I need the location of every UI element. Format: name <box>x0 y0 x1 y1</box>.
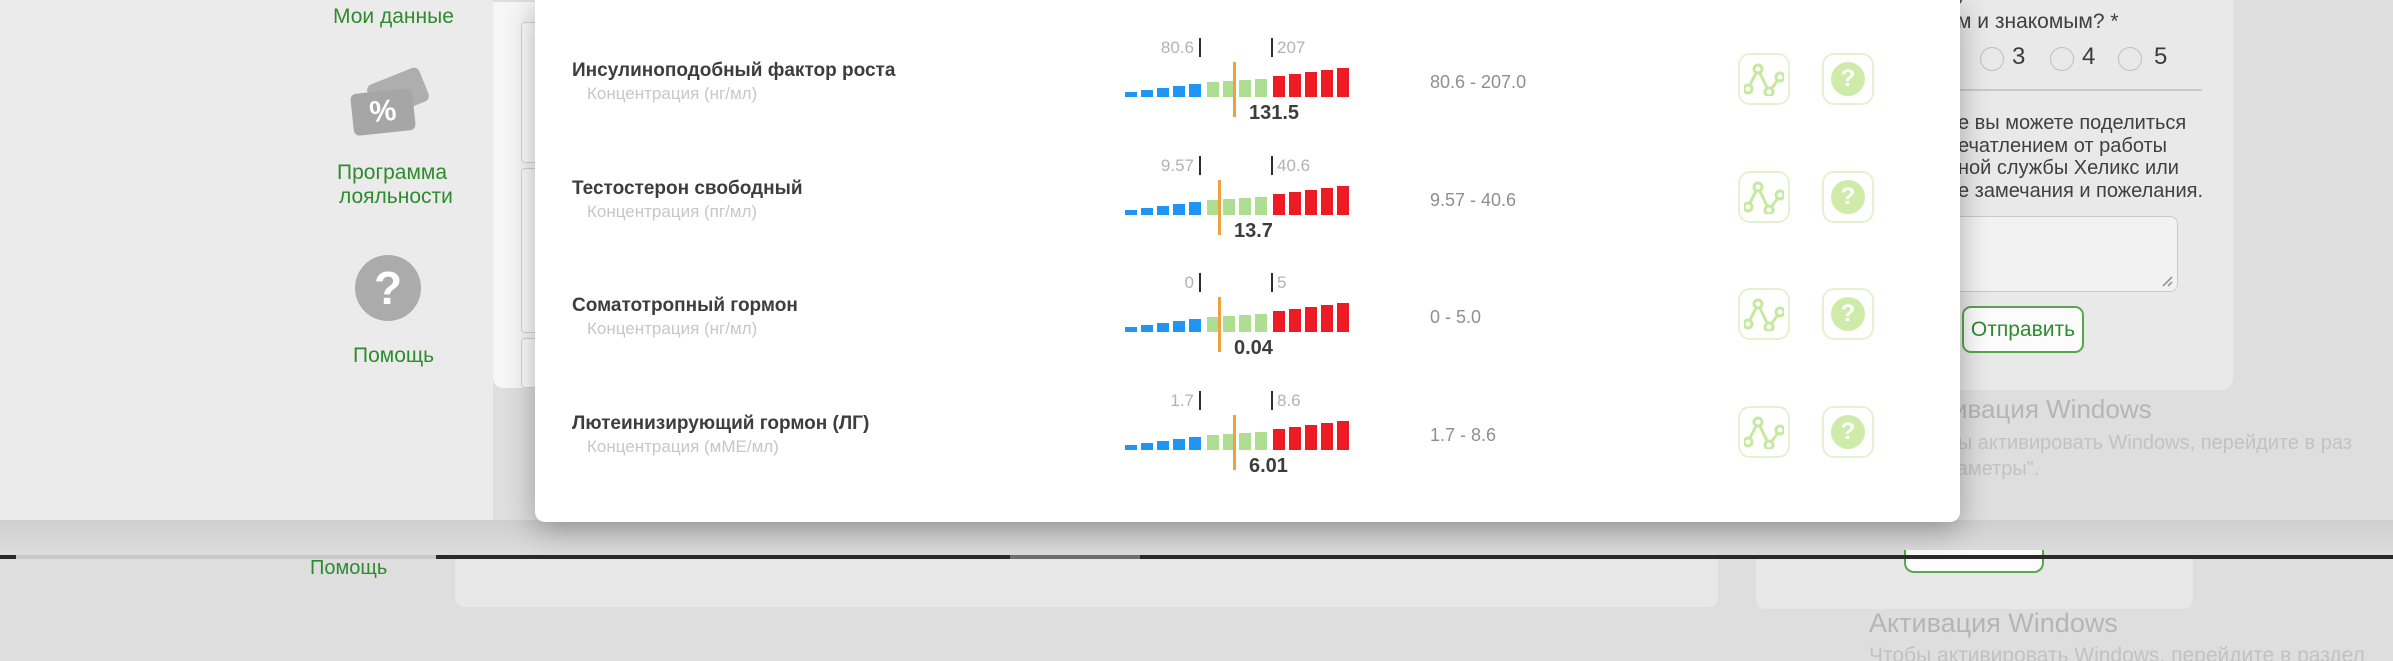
question-icon: ? <box>1831 180 1865 214</box>
question-circle-icon: ? <box>355 255 421 321</box>
test-parameter: Концентрация (мМЕ/мл) <box>587 437 779 456</box>
sidebar-item-loyalty-line1[interactable]: Программа <box>337 161 448 184</box>
history-chart-button[interactable] <box>1738 406 1790 458</box>
rating-radio-3[interactable] <box>1980 47 2004 71</box>
rating-radio-5[interactable] <box>2118 47 2142 71</box>
gauge-bars <box>1125 186 1349 215</box>
windows-activation-title: Активация Windows <box>1869 608 2118 638</box>
rating-label-3: 3 <box>2012 43 2026 70</box>
question-icon: ? <box>1831 297 1865 331</box>
range-max-tick <box>1271 156 1273 175</box>
range-max-label: 8.6 <box>1277 391 1301 410</box>
range-min-tick <box>1199 156 1201 175</box>
value-marker <box>1233 415 1236 470</box>
results-modal: Инсулиноподобный фактор роста Концентрац… <box>535 0 1960 522</box>
range-max-tick <box>1271 391 1273 410</box>
percent-card-front: % <box>349 87 417 137</box>
test-name: Соматотропный гормон <box>572 295 798 316</box>
history-chart-button[interactable] <box>1738 53 1790 105</box>
result-gauge: 1.7 8.6 6.01 <box>1125 391 1349 509</box>
gauge-bars <box>1125 421 1349 450</box>
value-label: 13.7 <box>1234 220 1273 242</box>
result-gauge: 80.6 207 131.5 <box>1125 38 1349 156</box>
rating-label-5: 5 <box>2154 43 2168 70</box>
range-min-tick <box>1199 273 1201 292</box>
survey-divider <box>1850 89 2202 91</box>
range-max-tick <box>1271 38 1273 57</box>
value-label: 6.01 <box>1249 455 1288 477</box>
value-marker <box>1233 62 1236 117</box>
range-min-label: 0 <box>1184 273 1194 292</box>
test-parameter: Концентрация (пг/мл) <box>587 202 758 221</box>
value-marker <box>1218 180 1221 235</box>
range-min-label: 9.57 <box>1160 156 1194 175</box>
result-gauge: 9.57 40.6 13.7 <box>1125 156 1349 274</box>
history-chart-button[interactable] <box>1738 171 1790 223</box>
question-icon: ? <box>1831 62 1865 96</box>
survey-question-line2: м и знакомым? * <box>1957 10 2119 33</box>
footer-submit-button-partial[interactable] <box>1904 550 2044 573</box>
help-button[interactable]: ? <box>1822 53 1874 105</box>
survey-description-line: ной службы Хеликс или <box>1958 157 2179 179</box>
test-name: Тестостерон свободный <box>572 178 803 199</box>
result-row: Тестостерон свободный Концентрация (пг/м… <box>535 156 1960 274</box>
range-max-label: 207 <box>1277 38 1306 57</box>
help-button[interactable]: ? <box>1822 171 1874 223</box>
sidebar-item-my-data[interactable]: Мои данные <box>333 5 454 28</box>
survey-description-line: е замечания и пожелания. <box>1958 180 2204 202</box>
reference-range: 9.57 - 40.6 <box>1430 190 1517 210</box>
footer-help-link[interactable]: Помощь <box>310 557 388 579</box>
result-row: Инсулиноподобный фактор роста Концентрац… <box>535 38 1960 156</box>
range-max-label: 40.6 <box>1277 156 1311 175</box>
survey-question-line1: уете ли вы Хеликс своим <box>1956 0 2200 6</box>
windows-activation-text: Чтобы активировать Windows, перейдите в … <box>1869 644 2365 661</box>
test-parameter: Концентрация (нг/мл) <box>587 319 758 338</box>
reference-range: 80.6 - 207.0 <box>1430 72 1527 92</box>
range-min-label: 80.6 <box>1160 38 1194 57</box>
range-max-tick <box>1271 273 1273 292</box>
survey-description-line: ечатлением от работы <box>1958 135 2168 157</box>
help-button[interactable]: ? <box>1822 288 1874 340</box>
value-label: 0.04 <box>1234 337 1273 359</box>
survey-description-line: е вы можете поделиться <box>1958 112 2187 134</box>
history-chart-button[interactable] <box>1738 288 1790 340</box>
percent-cards-icon: % <box>349 65 432 145</box>
reference-range: 1.7 - 8.6 <box>1430 425 1497 445</box>
submit-button[interactable]: Отправить <box>1962 306 2084 353</box>
value-label: 131.5 <box>1249 102 1300 124</box>
range-min-tick <box>1199 38 1201 57</box>
test-name: Лютеинизирующий гормон (ЛГ) <box>572 413 870 434</box>
footer-panel-left <box>455 559 1718 607</box>
trend-chart-icon <box>1744 298 1784 331</box>
range-min-label: 1.7 <box>1170 391 1194 410</box>
windows-activation-text: Чтобы активировать Windows, перейдите в … <box>1913 432 2352 454</box>
result-row: Лютеинизирующий гормон (ЛГ) Концентрация… <box>535 391 1960 509</box>
value-marker <box>1218 297 1221 352</box>
footer-divider-light-segment <box>16 555 436 559</box>
gauge-bars <box>1125 303 1349 332</box>
result-gauge: 0 5 0.04 <box>1125 273 1349 391</box>
range-min-tick <box>1199 391 1201 410</box>
resize-handle-icon[interactable] <box>2159 273 2173 287</box>
rating-radio-4[interactable] <box>2050 47 2074 71</box>
footer-divider-line <box>0 555 2393 559</box>
sidebar: Мои данные % Программа лояльности ? Помо… <box>0 0 493 556</box>
range-max-label: 5 <box>1277 273 1287 292</box>
sidebar-item-loyalty-line2[interactable]: лояльности <box>339 185 453 208</box>
test-name: Инсулиноподобный фактор роста <box>572 60 896 81</box>
footer-divider-gray-segment <box>1010 555 1140 559</box>
rating-label-4: 4 <box>2082 43 2096 70</box>
test-parameter: Концентрация (нг/мл) <box>587 84 758 103</box>
trend-chart-icon <box>1744 63 1784 96</box>
comment-textarea[interactable] <box>1920 216 2178 292</box>
trend-chart-icon <box>1744 416 1784 449</box>
question-icon: ? <box>1831 415 1865 449</box>
sidebar-item-help[interactable]: Помощь <box>353 344 435 367</box>
reference-range: 0 - 5.0 <box>1430 307 1482 327</box>
gauge-bars <box>1125 68 1349 97</box>
result-row: Соматотропный гормон Концентрация (нг/мл… <box>535 273 1960 391</box>
help-button[interactable]: ? <box>1822 406 1874 458</box>
trend-chart-icon <box>1744 181 1784 214</box>
